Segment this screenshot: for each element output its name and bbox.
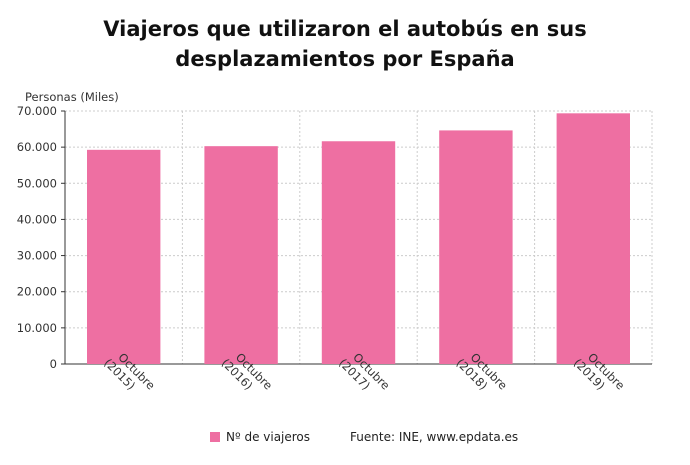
y-tick-label: 70.000 <box>17 104 57 118</box>
bar <box>87 149 161 364</box>
y-tick-label: 40.000 <box>17 212 57 226</box>
legend-label: Nº de viajeros <box>226 430 311 444</box>
y-tick-label: 60.000 <box>17 140 57 154</box>
y-tick-label: 50.000 <box>17 176 57 190</box>
y-tick-label: 0 <box>50 357 57 371</box>
bar <box>439 130 513 364</box>
bar <box>556 113 630 364</box>
y-tick-label: 20.000 <box>17 285 57 299</box>
y-tick-label: 30.000 <box>17 249 57 263</box>
y-axis-label: Personas (Miles) <box>25 90 119 104</box>
legend: Nº de viajeros Fuente: INE, www.epdata.e… <box>210 430 518 444</box>
bar <box>204 146 278 364</box>
chart-title: Viajeros que utilizaron el autobús en su… <box>103 17 587 71</box>
legend-swatch <box>210 432 220 442</box>
bar <box>321 141 396 364</box>
y-tick-label: 10.000 <box>17 321 57 335</box>
source-text: Fuente: INE, www.epdata.es <box>350 430 519 444</box>
